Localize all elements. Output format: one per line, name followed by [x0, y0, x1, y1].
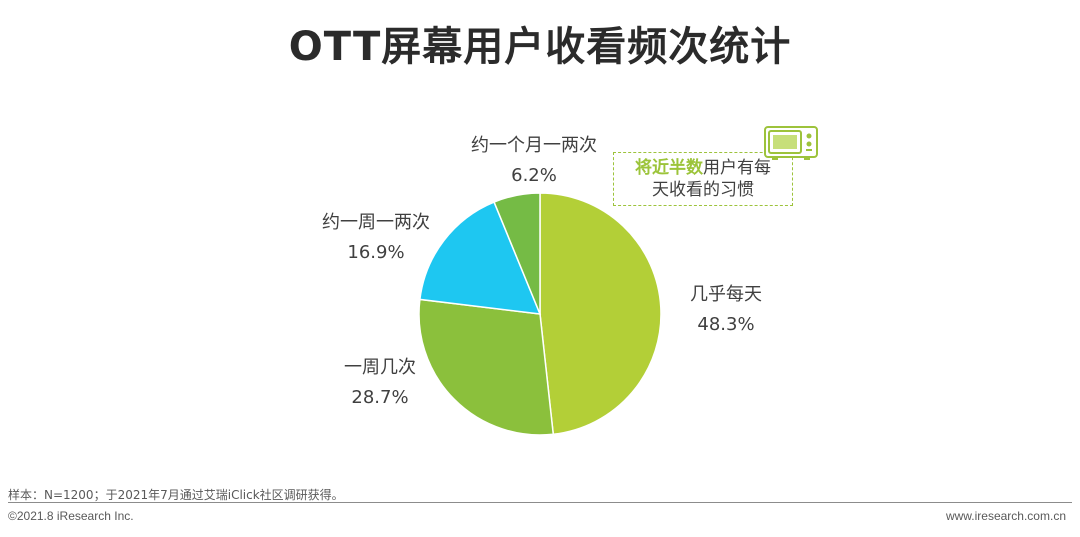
slice-label-few-times-week: 一周几次 28.7% — [330, 353, 430, 413]
callout-line-2: 天收看的习惯 — [652, 180, 754, 200]
slice-few-times-week — [418, 298, 555, 436]
slice-category: 几乎每天 — [690, 284, 762, 305]
callout-highlight: 将近半数 — [635, 158, 703, 178]
callout-line-1-rest: 用户有每 — [703, 158, 771, 178]
slice-value: 48.3% — [697, 314, 755, 335]
copyright: ©2021.8 iResearch Inc. — [8, 509, 134, 523]
slice-label-almost-daily: 几乎每天 48.3% — [676, 280, 776, 340]
footer-divider — [8, 502, 1072, 503]
slice-category: 一周几次 — [344, 357, 416, 378]
slice-label-once-twice-week: 约一周一两次 16.9% — [306, 208, 446, 268]
slice-once-twice-week — [419, 201, 542, 315]
slice-category: 约一周一两次 — [322, 212, 430, 233]
slice-category: 约一个月一两次 — [471, 135, 597, 156]
callout-box: 将近半数用户有每 天收看的习惯 — [613, 152, 793, 206]
sample-note: 样本：N=1200；于2021年7月通过艾瑞iClick社区调研获得。 — [8, 488, 344, 502]
slice-value: 6.2% — [511, 165, 557, 186]
slice-value: 16.9% — [347, 242, 405, 263]
slice-value: 28.7% — [351, 387, 409, 408]
callout-line-1: 将近半数用户有每 — [614, 157, 792, 179]
slice-label-once-twice-month: 约一个月一两次 6.2% — [454, 131, 614, 191]
slice-once-twice-month — [493, 192, 541, 315]
slice-almost-daily — [539, 192, 662, 436]
page-title: OTT屏幕用户收看频次统计 — [288, 24, 792, 70]
tv-icon — [764, 126, 818, 160]
site-url: www.iresearch.com.cn — [945, 509, 1066, 523]
